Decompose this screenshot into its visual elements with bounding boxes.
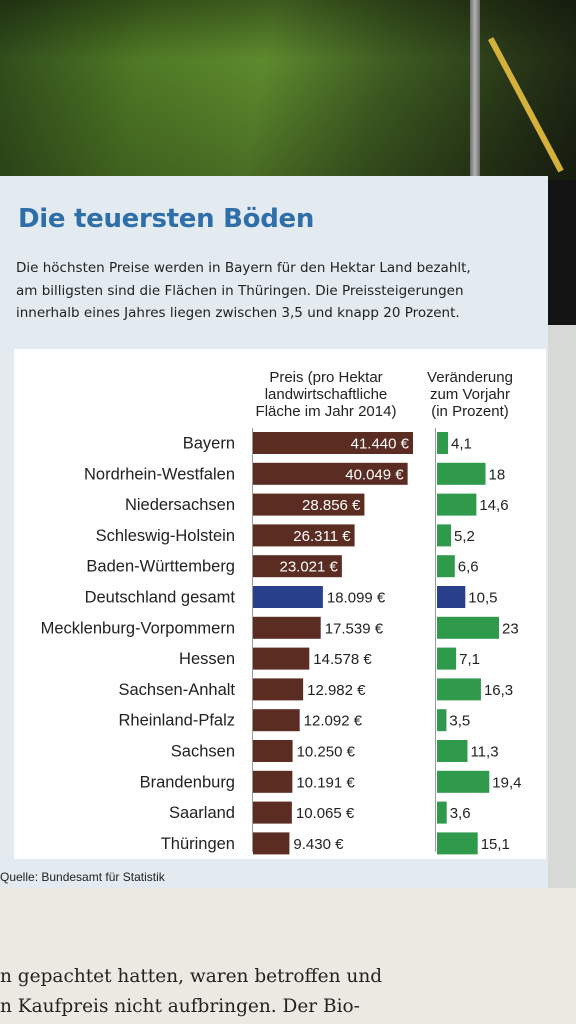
- adjacent-page: [548, 325, 576, 888]
- change-value-label: 23: [502, 620, 519, 637]
- change-value-label: 7,1: [459, 651, 480, 668]
- change-bar: [437, 432, 449, 454]
- price-value-label: 14.578 €: [313, 651, 372, 668]
- change-value-label: 16,3: [484, 682, 513, 699]
- state-label: Mecklenburg-Vorpommern: [41, 619, 235, 637]
- change-bar: [437, 832, 478, 855]
- state-label: Sachsen-Anhalt: [119, 681, 236, 699]
- change-value-label: 3,5: [449, 713, 470, 730]
- header-photo: [0, 0, 576, 200]
- state-label: Bayern: [183, 435, 235, 453]
- change-bar: [437, 709, 447, 732]
- price-bar: [253, 770, 293, 793]
- price-bar: [253, 678, 304, 701]
- lower-page: [0, 888, 576, 1024]
- change-value-label: 19,4: [492, 774, 521, 791]
- state-label: Baden-Württemberg: [86, 558, 235, 576]
- change-bar: [437, 801, 447, 824]
- state-label: Deutschland gesamt: [85, 589, 236, 607]
- change-bar: [437, 678, 481, 701]
- change-bar: [437, 493, 477, 516]
- price-bar: [253, 832, 290, 855]
- price-bar: [253, 555, 342, 578]
- state-label: Schleswig-Holstein: [96, 527, 235, 545]
- state-label: Thüringen: [161, 835, 235, 853]
- change-bar: [437, 555, 455, 578]
- change-bar: [437, 647, 457, 670]
- change-value-label: 14,6: [479, 497, 508, 514]
- header-line: Veränderung: [427, 369, 513, 386]
- intro-line: am billigsten sind die Flächen in Thürin…: [16, 282, 464, 299]
- change-bar: [437, 524, 452, 547]
- price-bar: [253, 493, 365, 516]
- price-value-label: 17.539 €: [325, 620, 384, 637]
- state-label: Sachsen: [171, 743, 235, 761]
- price-bar: [253, 432, 413, 454]
- price-value-label: 10.065 €: [296, 805, 355, 822]
- change-bar: [437, 770, 490, 793]
- header-line: landwirtschaftliche: [264, 386, 388, 403]
- state-label: Hessen: [179, 650, 235, 668]
- state-label: Saarland: [169, 804, 235, 822]
- price-value-label: 10.191 €: [296, 774, 355, 791]
- change-value-label: 5,2: [454, 528, 475, 545]
- price-value-label: 12.982 €: [307, 682, 366, 699]
- price-value-label: 12.092 €: [304, 713, 363, 730]
- change-value-label: 15,1: [481, 836, 510, 853]
- fence-post: [470, 0, 480, 190]
- intro-line: innerhalb eines Jahres liegen zwischen 3…: [16, 305, 460, 321]
- change-value-label: 4,1: [451, 436, 472, 453]
- change-bar: [437, 740, 468, 762]
- change-value-label: 10,5: [468, 590, 497, 607]
- price-value-label: 9.430 €: [293, 836, 344, 853]
- state-label: Rheinland-Pfalz: [119, 712, 235, 730]
- intro-text: Die höchsten Preise werden in Bayern für…: [16, 257, 536, 325]
- price-bar: [253, 801, 292, 824]
- state-label: Niedersachsen: [125, 496, 235, 514]
- price-bar: [253, 647, 310, 670]
- change-value-label: 3,6: [450, 805, 471, 822]
- price-value-label: 41.440 €: [351, 436, 410, 453]
- chart-title: Die teuersten Böden: [18, 204, 315, 234]
- source-note: Quelle: Bundesamt für Statistik: [0, 870, 165, 884]
- change-bar: [437, 586, 466, 608]
- price-bar: [253, 709, 300, 732]
- change-axis-line: [435, 428, 436, 852]
- state-label: Nordrhein-Westfalen: [84, 465, 235, 483]
- header-line: zum Vorjahr: [429, 386, 511, 403]
- price-bar: [253, 524, 355, 547]
- photo-edge: [548, 180, 576, 330]
- change-column-header: Veränderung zum Vorjahr (in Prozent): [410, 369, 530, 420]
- price-value-label: 10.250 €: [297, 744, 356, 761]
- state-label: Brandenburg: [140, 773, 235, 791]
- price-bar: [253, 616, 321, 639]
- body-line: n Kaufpreis nicht aufbringen. Der Bio-: [0, 996, 360, 1017]
- body-line: n gepachtet hatten, waren betroffen und: [0, 966, 383, 987]
- price-bar: [253, 586, 323, 608]
- price-bar: [253, 740, 293, 762]
- header-line: (in Prozent): [431, 403, 509, 420]
- price-axis-line: [252, 428, 253, 852]
- price-value-label: 18.099 €: [327, 590, 386, 607]
- header-line: Preis (pro Hektar: [269, 369, 383, 386]
- change-value-label: 18: [489, 466, 506, 483]
- chart-rows: Bayern 41.440 € 4,1 Nordrhein-Westfalen 40.0…: [41, 432, 521, 855]
- price-value-label: 40.049 €: [345, 466, 404, 483]
- change-bar: [437, 462, 486, 485]
- price-value-label: 23.021 €: [279, 559, 338, 576]
- price-value-label: 28.856 €: [302, 497, 361, 514]
- price-column-header: Preis (pro Hektar landwirtschaftliche Fl…: [236, 369, 416, 420]
- intro-line: Die höchsten Preise werden in Bayern für…: [16, 260, 471, 276]
- price-bar: [253, 462, 408, 485]
- change-value-label: 6,6: [458, 559, 479, 576]
- article-body: n gepachtet hatten, waren betroffen und …: [0, 962, 576, 1022]
- price-value-label: 26.311 €: [293, 528, 351, 545]
- change-value-label: 11,3: [470, 744, 498, 761]
- change-bar: [437, 616, 499, 639]
- header-line: Fläche im Jahr 2014): [255, 403, 397, 420]
